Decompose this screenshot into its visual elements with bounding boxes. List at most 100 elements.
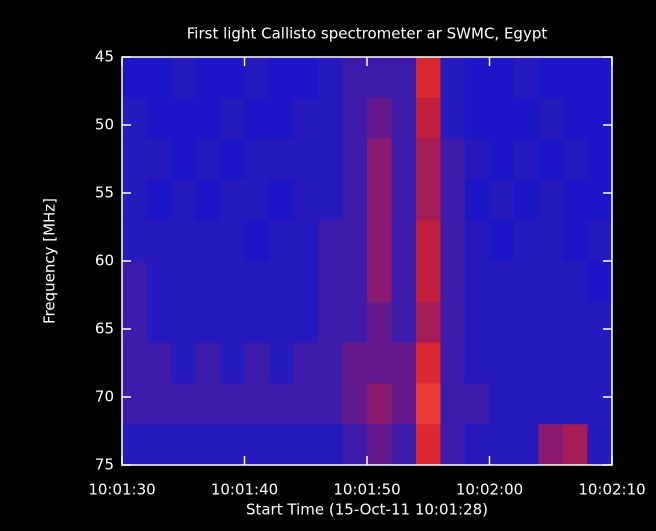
cell [563,138,588,180]
cell [318,138,343,180]
x-tick-label: 10:02:00 [456,481,523,499]
cell [293,261,319,303]
cell [514,97,539,140]
cell [563,301,588,344]
cell [563,424,588,466]
cell [587,138,613,180]
spectrogram [122,57,613,466]
x-tick-label: 10:02:10 [578,481,645,499]
cell [146,301,172,344]
cell [367,179,392,221]
cell [465,301,490,344]
cell [244,342,270,384]
cell [538,179,564,221]
cell [195,424,221,466]
cell [465,220,490,262]
cell [122,57,147,99]
cell [514,342,539,384]
cell [465,97,490,140]
cell [440,261,466,303]
cell [416,342,441,384]
cell [342,97,368,140]
cell [514,301,539,344]
cell [538,220,564,262]
cell [489,383,515,425]
cell [391,342,417,384]
cell [293,342,319,384]
cell [269,57,294,99]
cell [416,97,441,140]
cell [587,261,613,303]
cell [440,179,466,221]
cell [367,383,392,425]
cell [514,383,539,425]
cell [440,57,466,99]
cell [195,138,221,180]
cell [269,342,294,384]
cell [171,179,196,221]
cell [269,179,294,221]
cell [244,97,270,140]
cell [416,424,441,466]
y-tick-label: 70 [95,388,114,406]
cell [342,383,368,425]
cell [195,179,221,221]
cell [367,57,392,99]
cell [587,301,613,344]
y-axis-label: Frequency [MHz] [41,198,59,324]
cell [195,383,221,425]
cell [318,97,343,140]
cell [587,220,613,262]
cell [563,57,588,99]
cell [514,261,539,303]
cell [269,383,294,425]
cell [465,179,490,221]
cell [244,424,270,466]
cell [171,383,196,425]
cell [269,97,294,140]
cell [146,97,172,140]
cell [465,261,490,303]
cell [538,383,564,425]
y-tick-label: 60 [95,252,114,270]
cell [465,57,490,99]
cell [269,301,294,344]
cell [122,383,147,425]
cell [367,301,392,344]
cell [342,342,368,384]
cell [416,179,441,221]
cell [538,301,564,344]
cell [122,179,147,221]
cell [146,424,172,466]
cell [416,261,441,303]
cell [122,301,147,344]
cell [465,383,490,425]
cell [538,138,564,180]
cell [416,220,441,262]
cell [587,97,613,140]
cell [489,220,515,262]
cell [489,342,515,384]
cell [171,220,196,262]
cell [489,179,515,221]
cell [563,261,588,303]
cell [293,97,319,140]
cell [293,301,319,344]
cell [489,424,515,466]
cell [416,57,441,99]
cell [416,138,441,180]
cell [220,301,245,344]
cell [538,261,564,303]
cell [587,424,613,466]
cell [342,261,368,303]
cell [465,138,490,180]
cell [318,342,343,384]
cell [146,383,172,425]
cell [440,383,466,425]
cell [563,179,588,221]
cell [269,138,294,180]
cell [391,383,417,425]
cell [440,342,466,384]
cell [220,220,245,262]
cell [440,220,466,262]
